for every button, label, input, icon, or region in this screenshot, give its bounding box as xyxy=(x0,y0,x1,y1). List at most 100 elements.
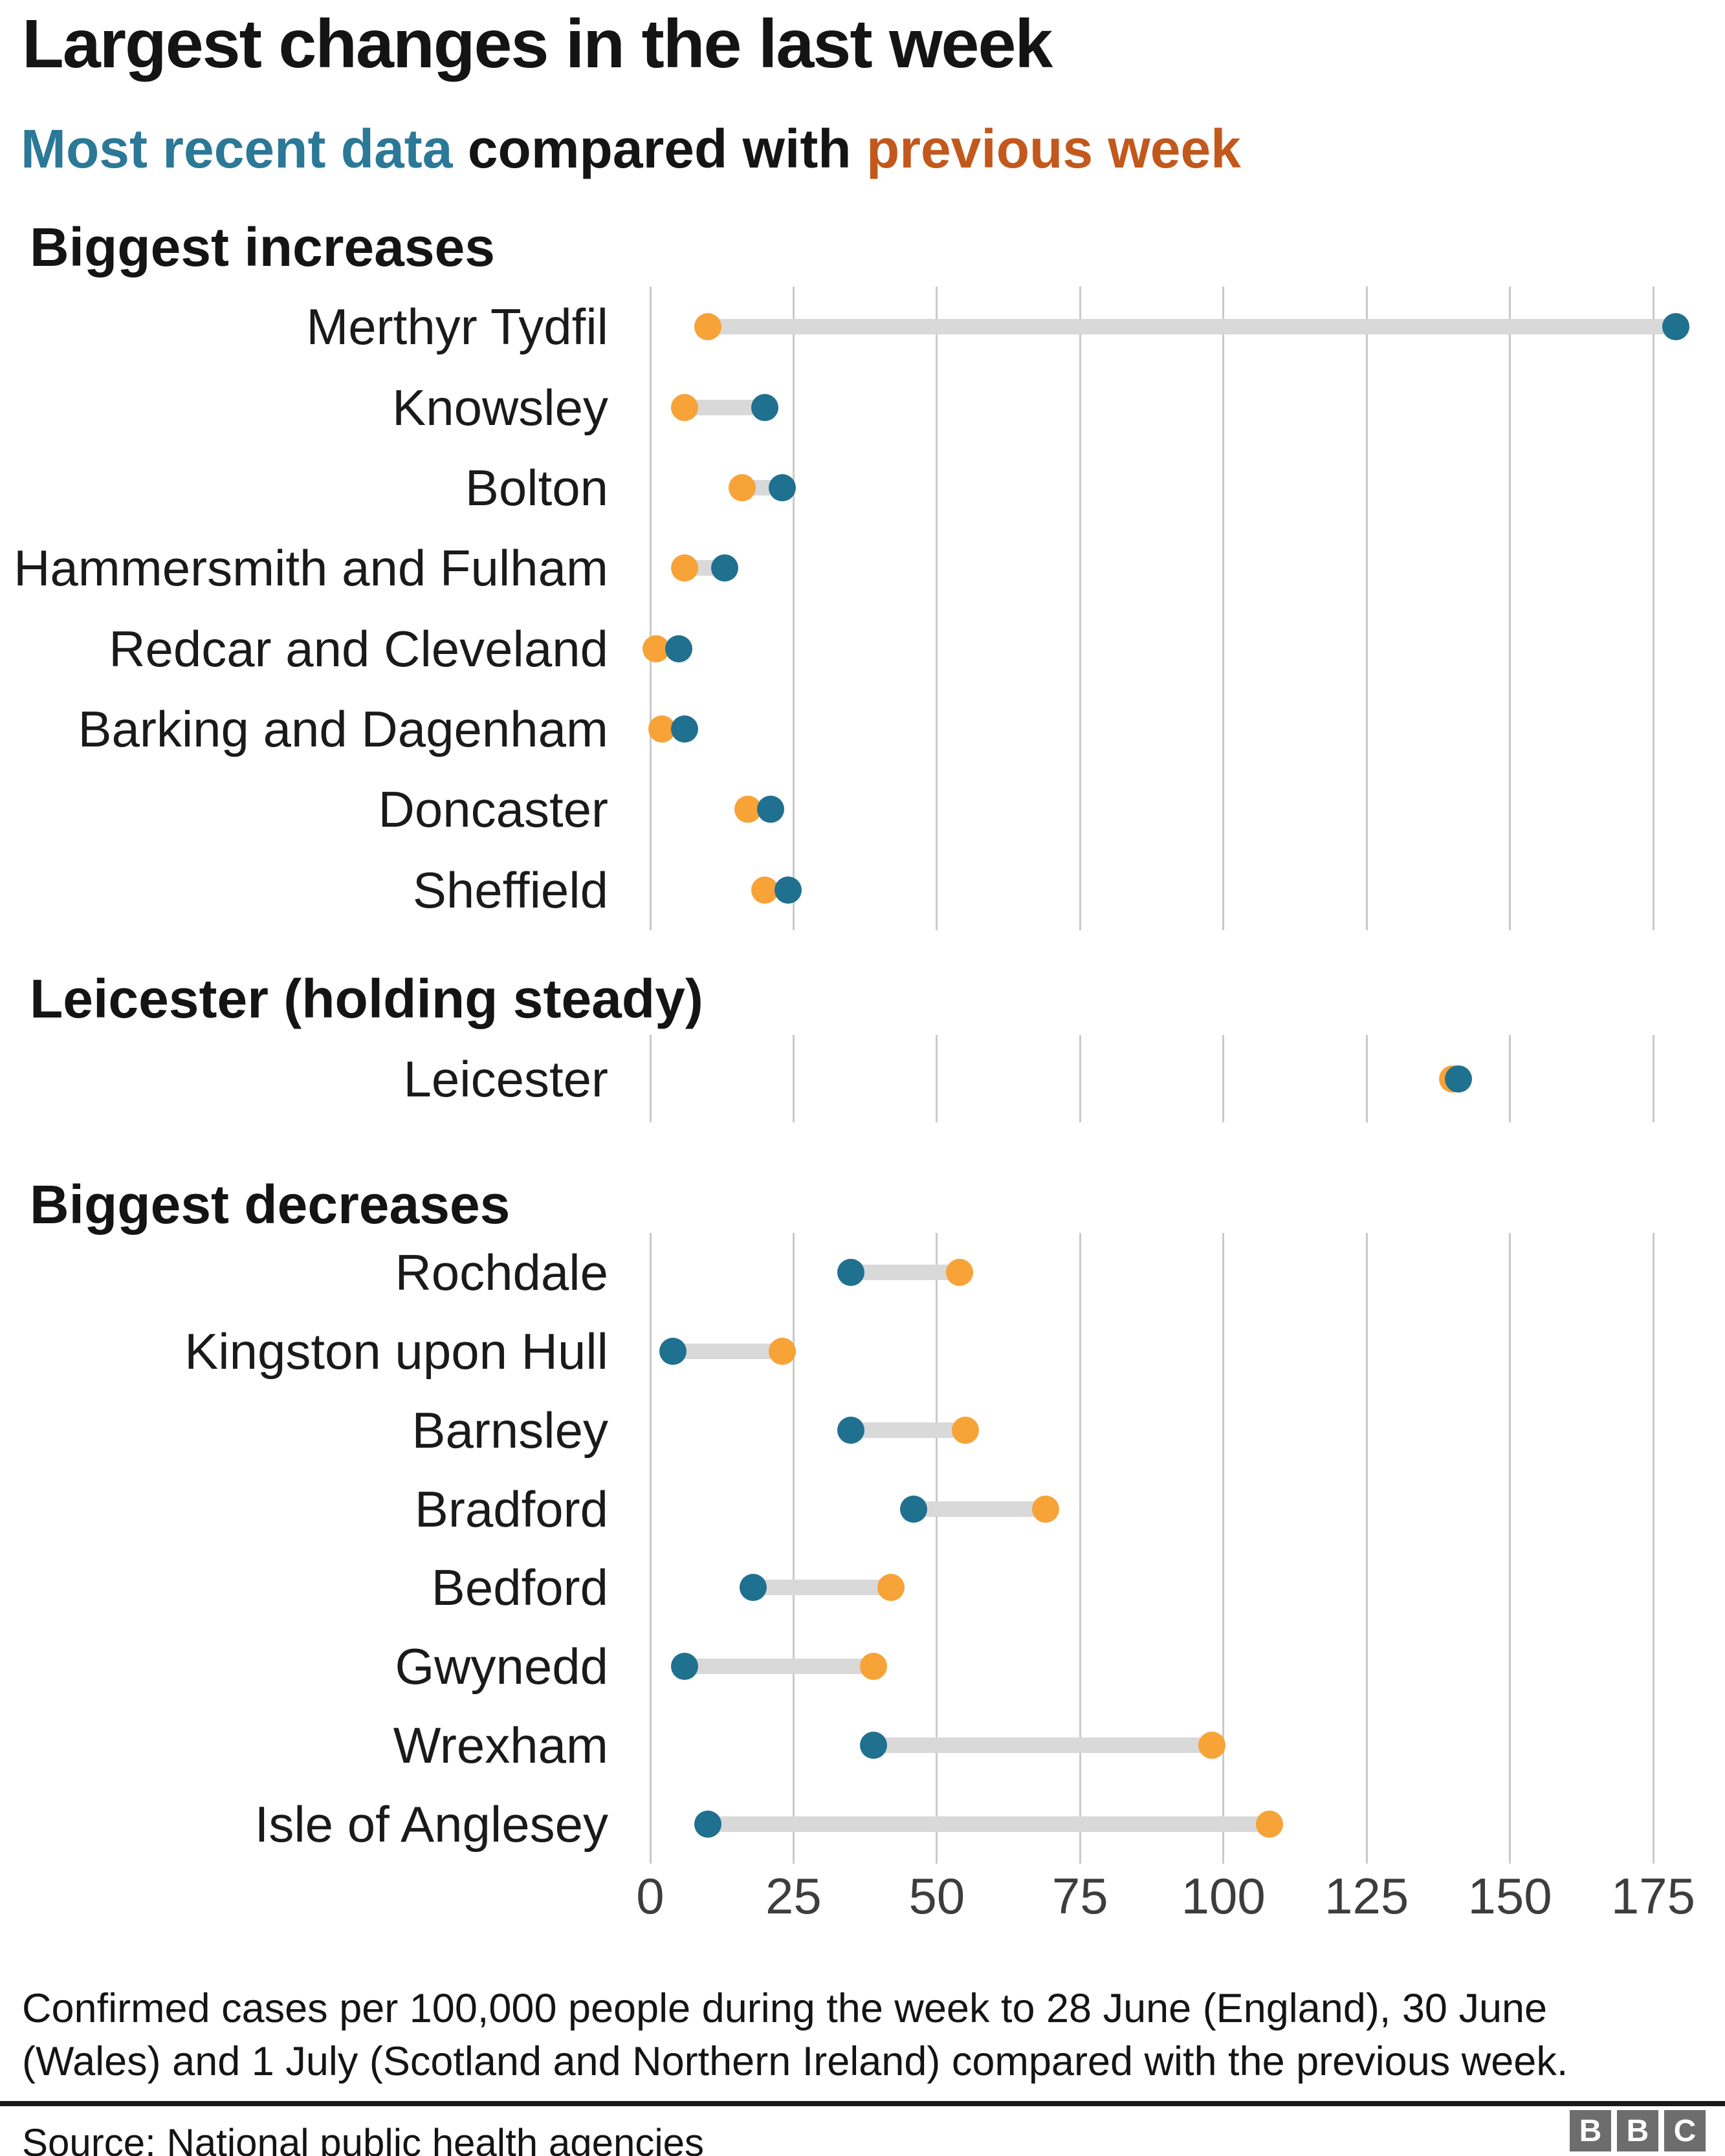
legend-previous-label: previous week xyxy=(866,118,1241,179)
gridline xyxy=(936,1233,938,1864)
axis-tick-label: 100 xyxy=(1181,1867,1266,1924)
dot-most-recent xyxy=(740,1574,767,1602)
row-label: Isle of Anglesey xyxy=(254,1796,608,1853)
legend-recent-label: Most recent data xyxy=(21,118,453,179)
dot-most-recent xyxy=(671,715,699,743)
bbc-logo-letter: C xyxy=(1664,2110,1706,2151)
dot-most-recent xyxy=(774,876,802,904)
gridline xyxy=(1079,1233,1081,1864)
gridline xyxy=(936,1035,938,1122)
chart-subtitle: Most recent data compared with previous … xyxy=(21,118,1241,180)
row-label: Wrexham xyxy=(393,1717,608,1774)
gridline xyxy=(1652,1233,1654,1864)
dot-most-recent xyxy=(711,554,739,582)
gridline xyxy=(1365,1035,1368,1122)
dot-most-recent xyxy=(751,393,779,421)
axis-tick-label: 25 xyxy=(765,1867,822,1924)
gridline xyxy=(1509,287,1511,930)
dot-most-recent xyxy=(1444,1065,1472,1093)
axis-tick-label: 175 xyxy=(1610,1867,1696,1924)
dumbbell-bar xyxy=(914,1501,1046,1517)
row-label: Rochdale xyxy=(395,1243,608,1301)
footnote-line-2: (Wales) and 1 July (Scotland and Norther… xyxy=(22,2039,1568,2084)
row-label: Hammersmith and Fulham xyxy=(14,539,608,597)
dot-previous-week xyxy=(860,1653,888,1681)
dot-previous-week xyxy=(642,635,670,662)
axis-tick-label: 125 xyxy=(1324,1867,1409,1924)
dumbbell-bar xyxy=(707,319,1676,335)
gridline xyxy=(1509,1233,1511,1864)
dot-previous-week xyxy=(768,1337,796,1365)
dot-most-recent xyxy=(837,1416,864,1444)
section-header: Biggest increases xyxy=(30,217,496,278)
dot-previous-week xyxy=(1198,1732,1225,1759)
row-label: Merthyr Tydfil xyxy=(306,298,608,356)
footnote-line-1: Confirmed cases per 100,000 people durin… xyxy=(22,1986,1548,2031)
gridline xyxy=(792,1233,795,1864)
row-label: Kingston upon Hull xyxy=(184,1322,608,1380)
dumbbell-bar xyxy=(673,1343,782,1359)
gridline xyxy=(1079,287,1081,930)
dot-most-recent xyxy=(768,474,796,501)
gridline xyxy=(1222,1233,1225,1864)
row-label: Leicester xyxy=(403,1050,609,1107)
gridline xyxy=(649,1035,652,1122)
dot-most-recent xyxy=(900,1495,928,1523)
section-header: Leicester (holding steady) xyxy=(30,968,703,1029)
dot-previous-week xyxy=(877,1574,905,1602)
row-label: Doncaster xyxy=(378,781,609,838)
dot-previous-week xyxy=(946,1258,974,1286)
gridline xyxy=(792,1035,795,1122)
row-label: Redcar and Cleveland xyxy=(109,620,608,677)
dot-most-recent xyxy=(1662,313,1690,341)
dot-most-recent xyxy=(665,635,693,662)
gridline xyxy=(1365,1233,1368,1864)
row-label: Barnsley xyxy=(412,1401,608,1459)
row-label: Bedford xyxy=(431,1559,608,1617)
gridline xyxy=(1652,287,1654,930)
dot-previous-week xyxy=(734,796,762,823)
dot-most-recent xyxy=(860,1732,888,1759)
dot-previous-week xyxy=(1255,1811,1283,1838)
gridline xyxy=(936,287,938,930)
bbc-logo-letter: B xyxy=(1570,2110,1611,2151)
row-label: Gwynedd xyxy=(395,1638,608,1695)
dot-previous-week xyxy=(648,715,676,743)
row-label: Knowsley xyxy=(392,378,608,436)
source-text: Source: National public health agencies xyxy=(22,2121,705,2156)
gridline xyxy=(1365,287,1368,930)
dot-previous-week xyxy=(694,313,721,341)
dumbbell-bar xyxy=(851,1422,966,1438)
dot-previous-week xyxy=(952,1416,980,1444)
row-label: Bolton xyxy=(465,459,608,516)
dumbbell-bar xyxy=(685,1659,874,1675)
axis-tick-label: 75 xyxy=(1051,1867,1108,1924)
gridline xyxy=(649,1233,652,1864)
axis-tick-label: 150 xyxy=(1467,1867,1552,1924)
bbc-logo-letter: B xyxy=(1617,2110,1658,2151)
chart-footnote: Confirmed cases per 100,000 people durin… xyxy=(22,1982,1568,2088)
dot-previous-week xyxy=(1032,1495,1060,1523)
gridline xyxy=(1222,1035,1225,1122)
row-label: Barking and Dagenham xyxy=(78,701,608,758)
dot-previous-week xyxy=(671,554,699,582)
dot-most-recent xyxy=(694,1811,721,1838)
axis-tick-label: 50 xyxy=(908,1867,965,1924)
dot-most-recent xyxy=(671,1653,699,1681)
page-title: Largest changes in the last week xyxy=(22,6,1053,82)
axis-tick-label: 0 xyxy=(636,1867,665,1924)
dumbbell-bar xyxy=(707,1816,1269,1833)
gridline xyxy=(1222,287,1225,930)
dumbbell-bar xyxy=(753,1580,891,1596)
dot-previous-week xyxy=(671,393,699,421)
dot-most-recent xyxy=(837,1258,864,1286)
row-label: Bradford xyxy=(414,1480,608,1538)
gridline xyxy=(1652,1035,1654,1122)
divider-line xyxy=(0,2101,1725,2106)
dot-previous-week xyxy=(728,474,756,501)
dot-most-recent xyxy=(757,796,784,823)
dot-most-recent xyxy=(659,1337,687,1365)
gridline xyxy=(1509,1035,1511,1122)
subtitle-middle-text: compared with xyxy=(452,118,866,179)
